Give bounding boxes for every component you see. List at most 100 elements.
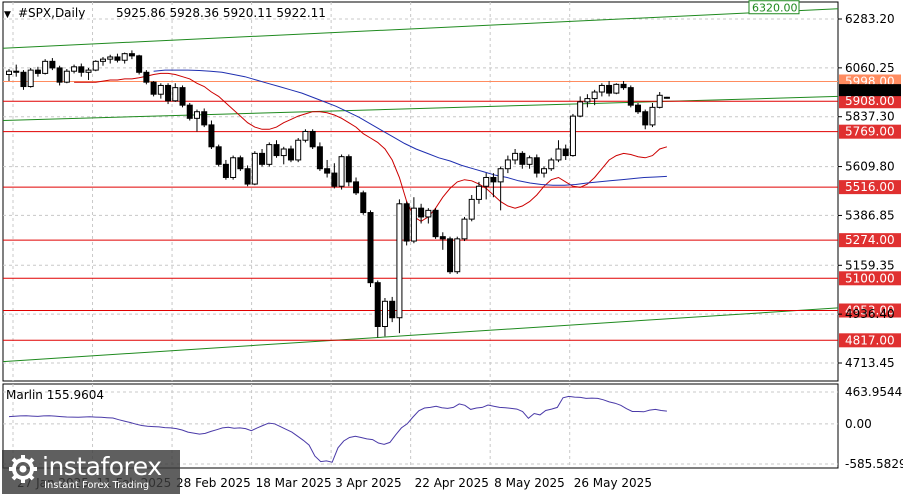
bear-candle-body <box>490 176 497 183</box>
bear-candle-body <box>353 181 360 194</box>
bull-candle-body <box>425 209 432 218</box>
level-label: 5516.00 <box>845 180 895 194</box>
candle <box>598 83 605 97</box>
bear-candle-body <box>143 71 150 83</box>
indicator-y-tick-label: 463.9544 <box>845 385 902 399</box>
level-label: 5769.00 <box>845 125 895 139</box>
candle <box>439 232 446 250</box>
bear-candle-body <box>201 111 208 126</box>
bear-candle-body <box>403 203 410 242</box>
bull-candle-body <box>613 83 620 94</box>
chart-symbol: #SPX,Daily <box>18 6 85 20</box>
candle <box>627 85 634 108</box>
level-label-box <box>839 180 901 195</box>
candle <box>483 173 490 200</box>
candle <box>150 81 157 97</box>
candle <box>418 203 425 224</box>
level-label-box <box>839 233 901 248</box>
bear-candle-body <box>345 156 352 183</box>
bear-candle-body <box>136 55 143 73</box>
bear-candle-body <box>244 168 251 185</box>
bear-candle-body <box>620 83 627 89</box>
candle <box>410 197 417 244</box>
candle <box>222 159 229 180</box>
candle <box>663 96 670 99</box>
bull-candle-body <box>63 70 70 83</box>
bull-candle-body <box>461 218 468 240</box>
bear-candle-body <box>533 157 540 174</box>
candle <box>251 151 258 186</box>
candle <box>114 53 121 63</box>
candle <box>454 236 461 274</box>
candle <box>381 298 388 337</box>
bear-candle-body <box>606 84 613 94</box>
bull-candle-body <box>280 148 287 157</box>
channel-line <box>2 95 839 122</box>
candle <box>99 56 106 66</box>
level-label: 5100.00 <box>845 271 895 285</box>
candle <box>555 140 562 163</box>
candle <box>244 165 251 187</box>
candle <box>533 154 540 178</box>
candle <box>512 148 519 165</box>
candle <box>519 151 526 169</box>
candle <box>186 102 193 121</box>
bear-candle-body <box>34 69 41 74</box>
y-tick-label: 5386.85 <box>845 208 895 222</box>
bear-candle-body <box>360 192 367 214</box>
bear-candle-body <box>642 111 649 126</box>
candle <box>497 166 504 211</box>
bear-candle-body <box>215 146 222 165</box>
candle <box>353 177 360 196</box>
candle <box>273 140 280 158</box>
bull-candle-body <box>526 157 533 165</box>
candle <box>107 54 114 64</box>
bull-candle-body <box>85 69 92 73</box>
candle <box>577 96 584 118</box>
candle <box>475 181 482 204</box>
candle <box>447 236 454 274</box>
bull-candle-body <box>71 66 78 72</box>
candle <box>259 148 266 167</box>
bull-candle-body <box>6 70 12 75</box>
bear-candle-body <box>627 87 634 106</box>
level-label-box <box>839 303 901 318</box>
level-label: 5274.00 <box>845 233 895 247</box>
bear-candle-body <box>165 84 172 102</box>
level-label-box <box>839 271 901 286</box>
bull-candle-body <box>295 139 302 161</box>
bull-candle-body <box>649 106 656 126</box>
bear-candle-body <box>309 130 316 148</box>
y-tick-label: 5837.30 <box>845 110 895 124</box>
bear-candle-body <box>562 148 569 157</box>
candle <box>425 208 432 224</box>
candle <box>642 109 649 130</box>
candle <box>541 166 548 178</box>
level-label-box <box>839 94 901 109</box>
bull-candle-body <box>656 94 663 108</box>
y-tick-label: 4936.40 <box>845 307 895 321</box>
bear-candle-body <box>367 212 374 284</box>
bull-candle-body <box>157 84 164 95</box>
candle <box>121 52 128 64</box>
bear-candle-body <box>635 104 642 113</box>
candle <box>562 144 569 160</box>
bear-candle-body <box>432 209 439 238</box>
candle <box>42 59 49 75</box>
bull-candle-body <box>193 111 200 119</box>
channel-label: 6320.00 <box>752 2 798 15</box>
y-tick-label: 4713.45 <box>845 356 895 370</box>
bull-candle-body <box>475 185 482 200</box>
bear-candle-body <box>208 124 215 148</box>
bull-candle-body <box>172 87 179 102</box>
candle <box>13 64 20 77</box>
bear-candle-body <box>13 70 20 73</box>
candle <box>179 85 186 108</box>
bear-candle-body <box>374 282 381 328</box>
candle <box>309 129 316 149</box>
bull-candle-body <box>107 56 114 60</box>
candle <box>193 109 200 132</box>
slow-ma-line <box>153 69 667 186</box>
bull-candle-body <box>512 152 519 161</box>
